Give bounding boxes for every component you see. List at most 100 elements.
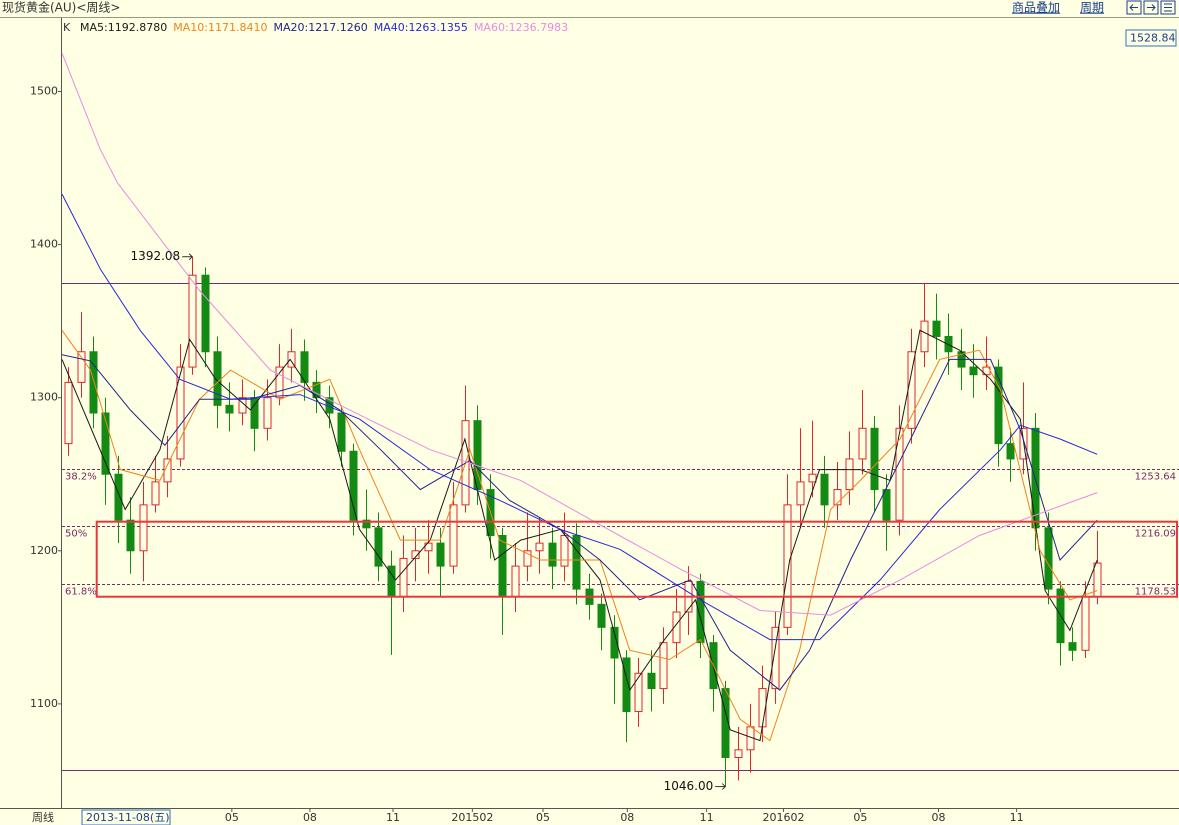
candle-body	[498, 534, 507, 598]
candle-body	[858, 427, 867, 460]
cursor-date-box	[81, 809, 171, 825]
candle-body	[188, 274, 197, 368]
extreme-arrowhead	[188, 253, 193, 261]
x-tick-label: 05	[225, 811, 239, 824]
candle-body	[176, 366, 185, 460]
candle-body	[287, 351, 296, 368]
legend-value: 1171.8410	[208, 21, 268, 34]
candle-body	[263, 397, 272, 429]
candle-body	[1081, 596, 1090, 651]
candle-body	[870, 427, 879, 491]
legend-name: MA40	[374, 21, 405, 34]
next-button[interactable]	[1143, 0, 1159, 15]
candle-body	[399, 557, 408, 598]
candle-body	[101, 412, 110, 475]
extreme-label: 1046.00	[664, 779, 714, 793]
candle-body	[238, 397, 247, 414]
x-tick-label: 08	[303, 811, 317, 824]
cursor-date: 2013-11-08(五)	[86, 811, 170, 824]
candle-body	[411, 550, 420, 559]
x-tick-label: 11	[386, 811, 400, 824]
candle-body	[201, 274, 210, 353]
ma-line	[61, 354, 1098, 691]
layout-button[interactable]	[1160, 0, 1176, 15]
x-tick-label: 201602	[763, 811, 805, 824]
x-tick-label: 201502	[451, 811, 493, 824]
candle-body	[523, 550, 532, 567]
prev-button[interactable]	[1126, 0, 1142, 15]
nav-icons	[1126, 0, 1176, 15]
y-tick-label: 1500	[30, 84, 58, 97]
candle-body	[77, 351, 86, 383]
legend-sep: :	[104, 21, 108, 34]
legend-sep: :	[405, 21, 409, 34]
x-tick-label: 08	[931, 811, 945, 824]
legend-sep: :	[505, 21, 509, 34]
candle-body	[634, 672, 643, 713]
legend-name: MA5	[80, 21, 104, 34]
candle-body	[659, 642, 668, 690]
x-tick-label: 08	[620, 811, 634, 824]
axis-caption: 周线	[32, 810, 54, 824]
x-tick-label: 11	[1010, 811, 1024, 824]
plot: 38.2% 1253.64 50% 1216.09 61.8% 1178.53 1392.0…	[61, 53, 1179, 793]
extreme-arrowhead	[721, 783, 726, 790]
candle-body	[1068, 642, 1077, 651]
next-icon	[1147, 4, 1156, 11]
candle-body	[771, 626, 780, 690]
ma-line	[61, 329, 1098, 742]
candle-body	[597, 603, 606, 628]
fib-value: 1216.09	[1135, 529, 1176, 540]
candle-body	[734, 749, 743, 758]
candle-body	[845, 458, 854, 491]
candle-body	[300, 351, 309, 383]
candle-body	[647, 672, 656, 690]
candle-body	[1006, 443, 1015, 460]
legend-name: MA20	[273, 21, 304, 34]
candle-body	[275, 366, 284, 399]
candle-body	[114, 473, 123, 521]
candle-body	[672, 611, 681, 644]
candle-body	[89, 351, 98, 414]
extreme-label: 1392.08	[131, 249, 181, 263]
candle-body	[64, 381, 73, 445]
legend-sep: :	[304, 21, 308, 34]
fib-label: 38.2%	[65, 472, 97, 483]
legend-sep: :	[204, 21, 208, 34]
legend-name: MA10	[173, 21, 204, 34]
candle-body	[126, 519, 135, 552]
y-tick-label: 1300	[30, 391, 58, 404]
candle-body	[820, 473, 829, 506]
overlay-button[interactable]: 商品叠加	[1012, 0, 1060, 15]
fib-label: 61.8%	[65, 587, 97, 598]
x-tick-label: 05	[536, 811, 550, 824]
legend-value: 1263.1355	[408, 21, 468, 34]
highlight-box	[95, 520, 1179, 598]
x-tick-label: 05	[853, 811, 867, 824]
candle-body	[225, 404, 234, 414]
y-tick-label: 1200	[30, 544, 58, 557]
kline-label: K	[63, 21, 71, 34]
candle-body	[374, 527, 383, 567]
layout-icon	[1164, 3, 1172, 12]
candle-body	[721, 688, 730, 758]
prev-icon	[1129, 4, 1138, 11]
legend-value: 1236.7983	[509, 21, 569, 34]
candle-body	[560, 534, 569, 567]
candle-body	[436, 542, 445, 567]
fib-value: 1253.64	[1135, 472, 1176, 483]
legend-name: MA60	[474, 21, 505, 34]
ma-line	[61, 330, 1098, 742]
period-button[interactable]: 周期	[1080, 1, 1104, 15]
candle-body	[808, 473, 817, 483]
ma-line	[61, 53, 1098, 616]
candle-body	[163, 458, 172, 483]
candle-body	[312, 381, 321, 399]
candle-body	[1044, 527, 1053, 590]
candle-body	[449, 504, 458, 567]
candle-body	[882, 489, 891, 521]
candle-body	[337, 412, 346, 452]
candle-body	[151, 481, 160, 506]
